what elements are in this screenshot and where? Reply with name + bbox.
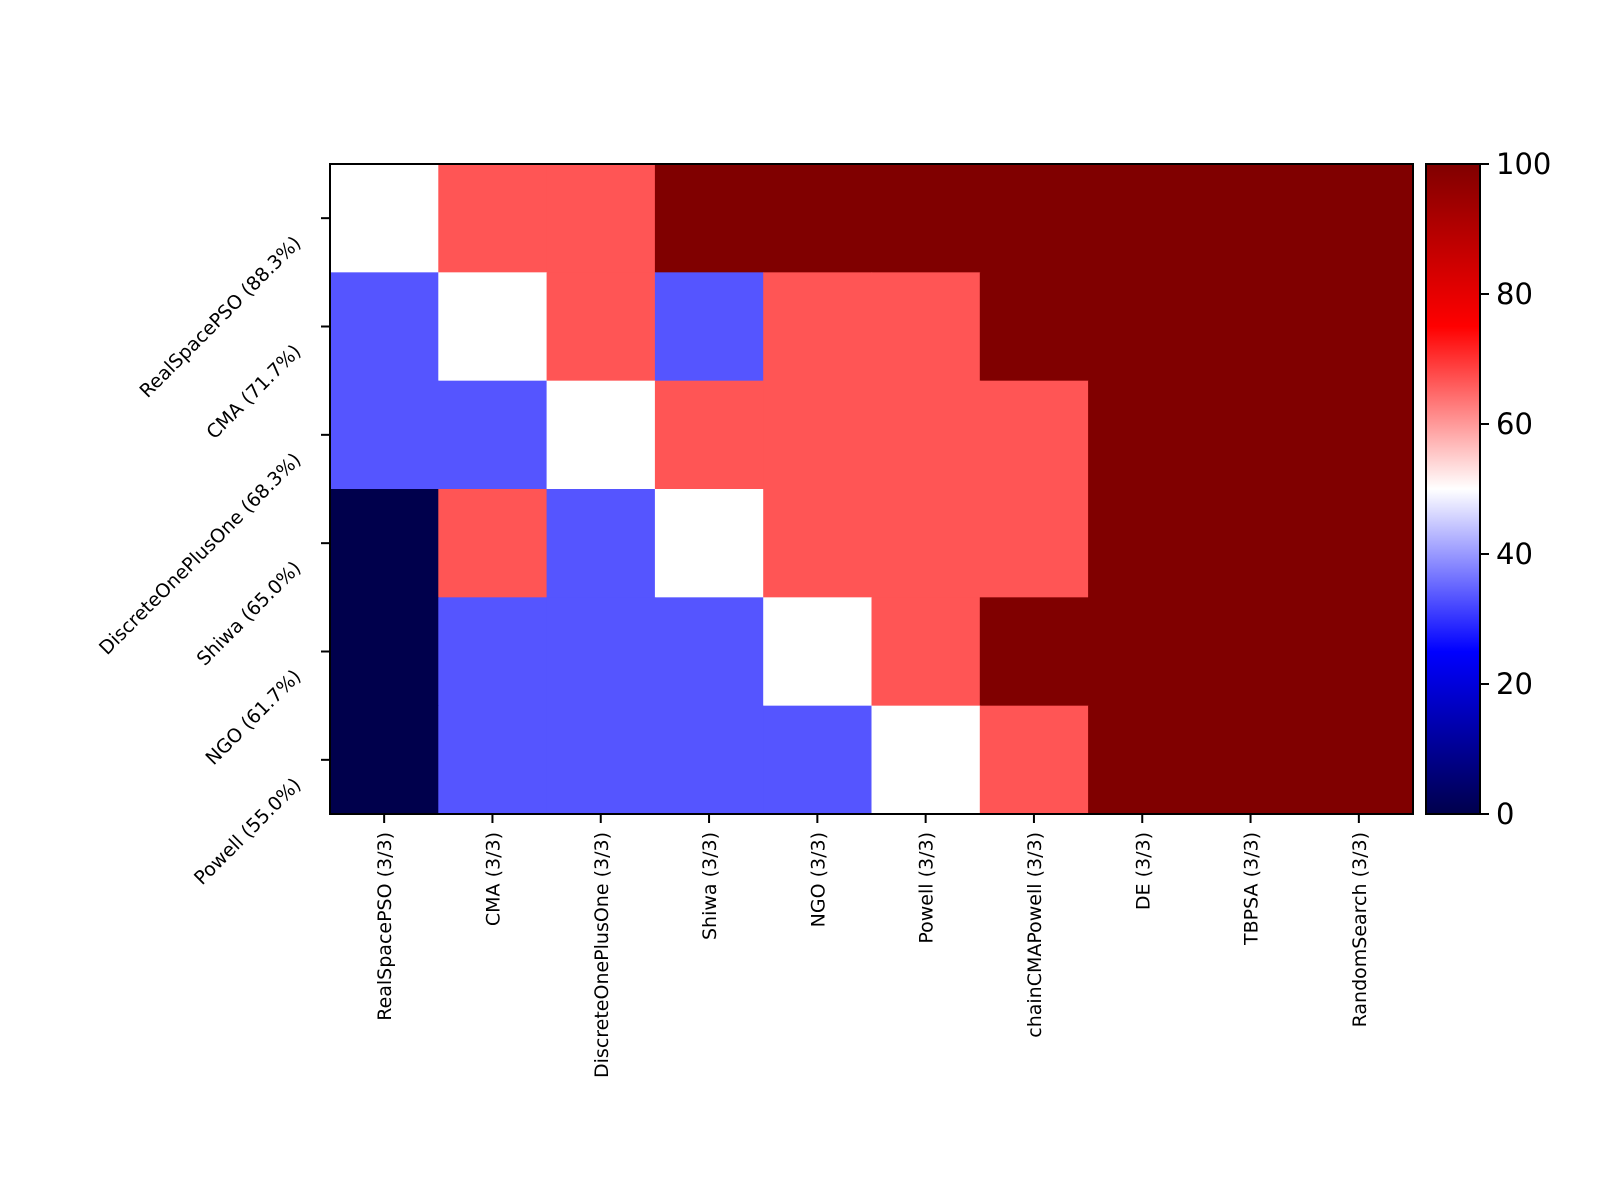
heatmap-cell [654, 272, 764, 382]
heatmap-cell [1088, 489, 1197, 598]
heatmap-cell [330, 164, 439, 273]
heatmap-cell [871, 164, 981, 273]
y-tick-label: CMA (71.7%) [202, 340, 305, 443]
colorbar-tick-label: 40 [1496, 537, 1533, 571]
heatmap-cell [546, 380, 656, 490]
heatmap-cell [871, 380, 981, 490]
colorbar-gradient [1425, 163, 1481, 815]
heatmap-cell [871, 272, 981, 382]
x-tick-label: Shiwa (3/3) [699, 832, 721, 940]
colorbar: 0 20 40 60 80 100 [1425, 147, 1551, 831]
heatmap-cell [1196, 164, 1306, 273]
heatmap-cell [979, 489, 1089, 598]
x-tick-label: DiscreteOnePlusOne (3/3) [591, 832, 613, 1078]
x-tick-label: RealSpacePSO (3/3) [374, 832, 396, 1021]
heatmap-cell [654, 164, 764, 273]
heatmap-cells [330, 164, 1414, 815]
heatmap-cell [1304, 380, 1414, 490]
heatmap-cell [330, 380, 439, 490]
heatmap-cell [763, 272, 873, 382]
heatmap-cell [763, 705, 873, 815]
heatmap-cell [763, 380, 873, 490]
heatmap-cell [1304, 489, 1414, 598]
heatmap-cell [654, 380, 764, 490]
heatmap-cell [546, 705, 656, 815]
heatmap-cell [979, 272, 1089, 382]
heatmap-cell [546, 597, 656, 707]
x-tick-label: RandomSearch (3/3) [1349, 832, 1371, 1027]
x-axis: RealSpacePSO (3/3) CMA (3/3) DiscreteOnePl… [374, 814, 1371, 1078]
heatmap-cell [330, 489, 439, 598]
heatmap-cell [438, 164, 548, 273]
heatmap-cell [1196, 489, 1306, 598]
heatmap-cell [979, 597, 1089, 707]
colorbar-tick-label: 80 [1496, 277, 1533, 311]
heatmap-cell [1088, 272, 1197, 382]
heatmap-cell [1196, 705, 1306, 815]
plot-frame [329, 163, 1414, 815]
heatmap-cell [1196, 380, 1306, 490]
heatmap-cell [330, 705, 439, 815]
heatmap-cell [1088, 597, 1197, 707]
heatmap-cell [871, 705, 981, 815]
heatmap-cell [1304, 597, 1414, 707]
y-axis: RealSpacePSO (88.3%)CMA (71.7%)DiscreteO… [95, 217, 330, 890]
x-tick-label: chainCMAPowell (3/3) [1024, 832, 1046, 1038]
heatmap-cell [654, 597, 764, 707]
heatmap-cell [438, 380, 548, 490]
heatmap-cell [1088, 164, 1197, 273]
x-tick-label: Powell (3/3) [916, 832, 938, 944]
heatmap-cell [979, 705, 1089, 815]
heatmap-cell [1304, 164, 1414, 273]
colorbar-tick-label: 0 [1496, 797, 1514, 831]
colorbar-tick-label: 100 [1496, 147, 1551, 181]
y-tick-label: Powell (55.0%) [190, 774, 306, 890]
heatmap-cell [330, 272, 439, 382]
heatmap-cell [1088, 705, 1197, 815]
heatmap-cell [654, 705, 764, 815]
heatmap-cell [330, 597, 439, 707]
heatmap-cell [654, 489, 764, 598]
heatmap-cell [546, 272, 656, 382]
colorbar-tick-label: 20 [1496, 667, 1533, 701]
heatmap-cell [438, 705, 548, 815]
heatmap-cell [871, 489, 981, 598]
x-tick-label: NGO (3/3) [807, 832, 829, 927]
heatmap-cell [438, 272, 548, 382]
heatmap-cell [763, 597, 873, 707]
heatmap-cell [979, 164, 1089, 273]
heatmap-cell [763, 489, 873, 598]
heatmap-cell [1304, 705, 1414, 815]
x-tick-label: CMA (3/3) [482, 832, 504, 926]
heatmap-cell [546, 489, 656, 598]
heatmap-cell [763, 164, 873, 273]
heatmap-cell [1088, 380, 1197, 490]
y-tick-label: Shiwa (65.0%) [193, 557, 306, 670]
heatmap-cell [438, 597, 548, 707]
x-tick-label: DE (3/3) [1132, 832, 1154, 910]
x-tick-label: TBPSA (3/3) [1241, 832, 1263, 946]
colorbar-tick-label: 60 [1496, 407, 1533, 441]
heatmap-cell [438, 489, 548, 598]
heatmap-cell [1196, 272, 1306, 382]
y-tick-label: DiscreteOnePlusOne (68.3%) [95, 449, 306, 660]
heatmap-cell [546, 164, 656, 273]
heatmap-cell [979, 380, 1089, 490]
heatmap-cell [871, 597, 981, 707]
heatmap-cell [1304, 272, 1414, 382]
heatmap-cell [1196, 597, 1306, 707]
y-tick-label: NGO (61.7%) [202, 665, 306, 769]
